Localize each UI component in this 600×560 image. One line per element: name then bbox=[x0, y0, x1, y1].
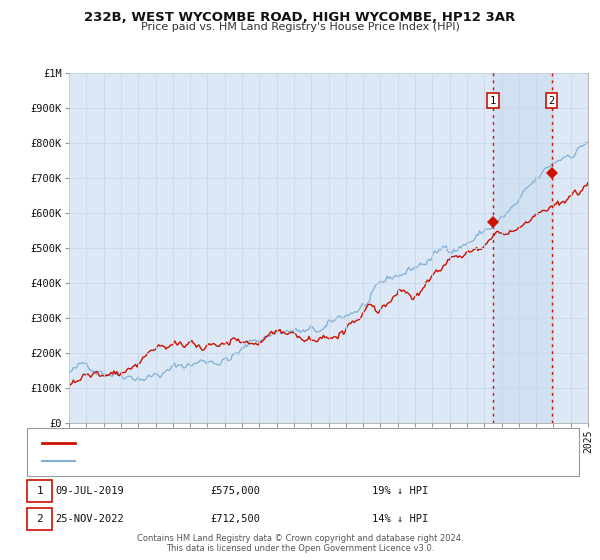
Text: 1: 1 bbox=[490, 96, 496, 106]
Text: 2: 2 bbox=[548, 96, 555, 106]
Text: 2: 2 bbox=[36, 514, 43, 524]
Text: £712,500: £712,500 bbox=[210, 514, 260, 524]
Text: 09-JUL-2019: 09-JUL-2019 bbox=[55, 486, 124, 496]
Text: Contains HM Land Registry data © Crown copyright and database right 2024.
This d: Contains HM Land Registry data © Crown c… bbox=[137, 534, 463, 553]
Text: 1: 1 bbox=[36, 486, 43, 496]
Text: Price paid vs. HM Land Registry's House Price Index (HPI): Price paid vs. HM Land Registry's House … bbox=[140, 22, 460, 32]
Text: 14% ↓ HPI: 14% ↓ HPI bbox=[372, 514, 428, 524]
Text: £575,000: £575,000 bbox=[210, 486, 260, 496]
Text: 232B, WEST WYCOMBE ROAD, HIGH WYCOMBE, HP12 3AR (detached house): 232B, WEST WYCOMBE ROAD, HIGH WYCOMBE, H… bbox=[81, 438, 479, 448]
Text: 25-NOV-2022: 25-NOV-2022 bbox=[55, 514, 124, 524]
Text: 19% ↓ HPI: 19% ↓ HPI bbox=[372, 486, 428, 496]
Bar bbox=[493, 73, 551, 423]
Text: 232B, WEST WYCOMBE ROAD, HIGH WYCOMBE, HP12 3AR: 232B, WEST WYCOMBE ROAD, HIGH WYCOMBE, H… bbox=[85, 11, 515, 24]
Text: HPI: Average price, detached house, Buckinghamshire: HPI: Average price, detached house, Buck… bbox=[81, 456, 365, 466]
